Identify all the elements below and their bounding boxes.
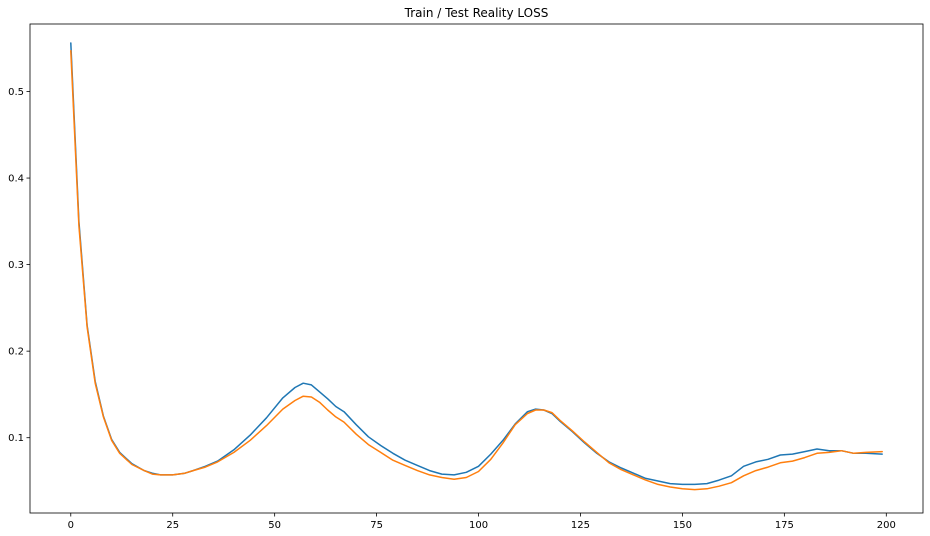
y-tick-label: 0.4	[8, 174, 24, 185]
series-line-2	[70, 50, 883, 491]
x-tick-label: 25	[166, 520, 179, 531]
x-tick-label: 175	[775, 520, 794, 531]
series-layer	[70, 42, 883, 491]
x-tick-label: 100	[469, 520, 488, 531]
y-tick-label: 0.3	[8, 260, 24, 271]
axes-layer: 0 25 50 75 100 125 150 175 200 0.1 0.2 0.3 0.4 0.5	[8, 23, 924, 531]
x-tick-label: 150	[673, 520, 692, 531]
y-tick-label: 0.2	[8, 347, 24, 358]
plot-frame	[29, 23, 924, 514]
x-tick-label: 0	[68, 520, 74, 531]
x-tick-label: 50	[268, 520, 281, 531]
x-tick-label: 125	[571, 520, 590, 531]
y-tick-label: 0.1	[8, 433, 24, 444]
x-tick-label: 75	[370, 520, 383, 531]
y-tick-label: 0.5	[8, 87, 24, 98]
x-tick-label: 200	[877, 520, 896, 531]
series-line-1	[70, 42, 883, 486]
chart-title: Train / Test Reality LOSS	[404, 6, 549, 20]
